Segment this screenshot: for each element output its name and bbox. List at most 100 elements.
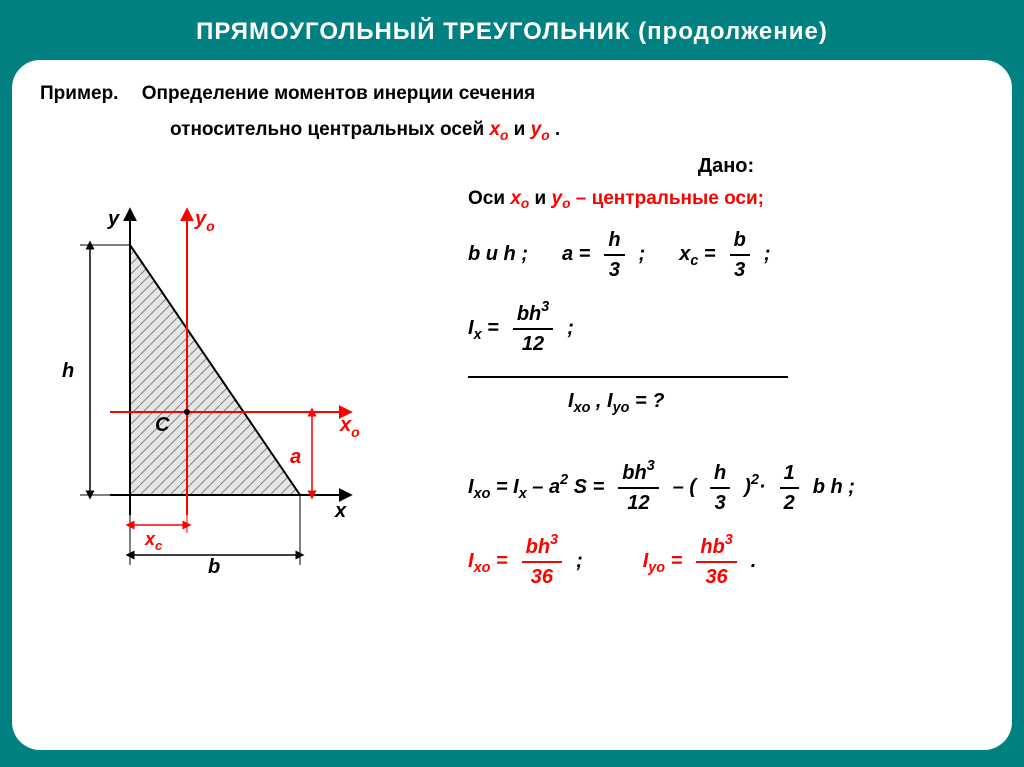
d-f3-num: 1 [780, 461, 799, 485]
h-label: h [62, 360, 74, 382]
d-dot: · [759, 476, 766, 498]
r2-den: 36 [701, 565, 731, 589]
content-row: y x yo xo C h [40, 155, 984, 589]
r2-num-b: hb [700, 536, 724, 558]
d-tail: b h ; [813, 476, 855, 499]
d-close-group: )2· [744, 476, 765, 499]
r2-frac: hb3 36 [696, 535, 736, 589]
ix-den: 12 [518, 332, 548, 356]
r2-sub: yo [648, 560, 665, 576]
d-f1-num-s: 3 [647, 458, 655, 474]
r1-line [522, 561, 562, 563]
triangle-shape [130, 245, 300, 495]
q-tail: = ? [635, 390, 664, 412]
d-eq1-sub: x [519, 486, 527, 502]
q-iyo: I [607, 390, 613, 412]
r1-frac: bh3 36 [522, 535, 562, 589]
d-I: I [468, 476, 474, 498]
axes-yo: yo [552, 188, 571, 209]
r1-lhs: Ixo = [468, 550, 508, 573]
ix-I: I [468, 317, 474, 339]
result-iyo: Iyo = hb3 36 . [643, 535, 757, 589]
d-minus2: – ( [673, 476, 696, 499]
r1-num-b: bh [526, 536, 550, 558]
xc-label: xc [144, 529, 163, 553]
example-line-2: относительно центральных осей xo и yo . [40, 114, 984, 146]
ix-lhs: Ix = [468, 317, 499, 340]
d-frac2: h 3 [710, 461, 730, 515]
xc-sub: c [690, 253, 698, 269]
ix-num-base: bh [517, 303, 541, 325]
xc-frac: b 3 [730, 228, 750, 282]
a-eq: a = [562, 243, 590, 266]
axis-x-char: x [489, 119, 500, 140]
q-iyo-sub: yo [613, 400, 630, 416]
axes-central-line: Оси xo и yo – центральные оси; [468, 188, 984, 210]
r2-lhs: Iyo = [643, 550, 683, 573]
d-f3-line [780, 487, 799, 489]
d-f1-den: 12 [623, 491, 653, 515]
xc-frac-line [730, 254, 750, 256]
slide-title: ПРЯМОУГОЛЬНЫЙ ТРЕУГОЛЬНИК (продолжение) [0, 0, 1024, 60]
d-frac3: 1 2 [780, 461, 799, 515]
r1-eq: = [490, 550, 507, 572]
ix-sub: x [474, 327, 482, 343]
d-f2-line [710, 487, 730, 489]
axis-xo: xo [489, 119, 513, 140]
d-f2-den: 3 [711, 491, 730, 515]
a-den: 3 [605, 258, 624, 282]
d-eq1: = I [490, 476, 518, 498]
ix-num-sup: 3 [541, 299, 549, 315]
bh-prefix: b и h ; [468, 243, 528, 266]
q-comma: , [596, 390, 607, 412]
d-f1-line [618, 487, 658, 489]
given-ix-row: Ix = bh3 12 ; [468, 302, 984, 356]
r2-num-s: 3 [725, 532, 733, 548]
example-text-2a: относительно центральных осей [170, 119, 489, 140]
xc-num: b [730, 228, 750, 252]
example-text-1: Определение моментов инерции сечения [142, 83, 535, 104]
r1-num-s: 3 [550, 532, 558, 548]
r2-num: hb3 [696, 535, 736, 559]
centroid-point [184, 409, 190, 415]
d-frac1: bh3 12 [618, 461, 658, 515]
d-sub: xo [474, 486, 491, 502]
r2-tail: . [751, 550, 757, 573]
slide-frame: ПРЯМОУГОЛЬНЫЙ ТРЕУГОЛЬНИК (продолжение) … [0, 0, 1024, 767]
given-bh-row: b и h ; a = h 3 ; xc = b [468, 228, 984, 282]
centroid-label: C [155, 414, 170, 436]
x-axis-label: x [334, 500, 347, 522]
diagram-column: y x yo xo C h [40, 155, 420, 589]
and-1: и [514, 119, 531, 140]
results-row: Ixo = bh3 36 ; Iyo = [468, 535, 984, 589]
ix-num: bh3 [513, 302, 553, 326]
y-axis-label: y [107, 208, 120, 230]
content-panel: Пример. Определение моментов инерции сеч… [12, 60, 1012, 750]
a-frac-line [604, 254, 624, 256]
d-S: S = [568, 476, 604, 498]
xc-den: 3 [730, 258, 749, 282]
b-label: b [208, 556, 220, 575]
axes-xo: xo [510, 188, 529, 209]
derivation-row: Ixo = Ix – a2 S = bh3 12 – ( h 3 )2· [468, 461, 984, 515]
axis-x-sub: o [500, 128, 508, 143]
axes-mid: и [535, 188, 552, 209]
example-line-1: Пример. Определение моментов инерции сеч… [40, 78, 984, 110]
ix-frac: bh3 12 [513, 302, 553, 356]
d-sq: 2 [560, 472, 568, 488]
axis-yo: yo [531, 119, 555, 140]
axes-prefix: Оси [468, 188, 510, 209]
xc-eq-group: xc = [679, 243, 715, 266]
d-f3-den: 2 [780, 491, 799, 515]
r1-num: bh3 [522, 535, 562, 559]
ix-tail: ; [567, 317, 574, 340]
ix-eq: = [482, 317, 499, 339]
period-1: . [555, 119, 560, 140]
d-f1-num: bh3 [618, 461, 658, 485]
d-close-sup: 2 [751, 472, 759, 488]
triangle-diagram: y x yo xo C h [40, 155, 400, 575]
sep2: ; [764, 243, 771, 266]
d-f2-num: h [710, 461, 730, 485]
yo-axis-label: yo [194, 208, 215, 234]
r1-tail: ; [576, 550, 583, 573]
